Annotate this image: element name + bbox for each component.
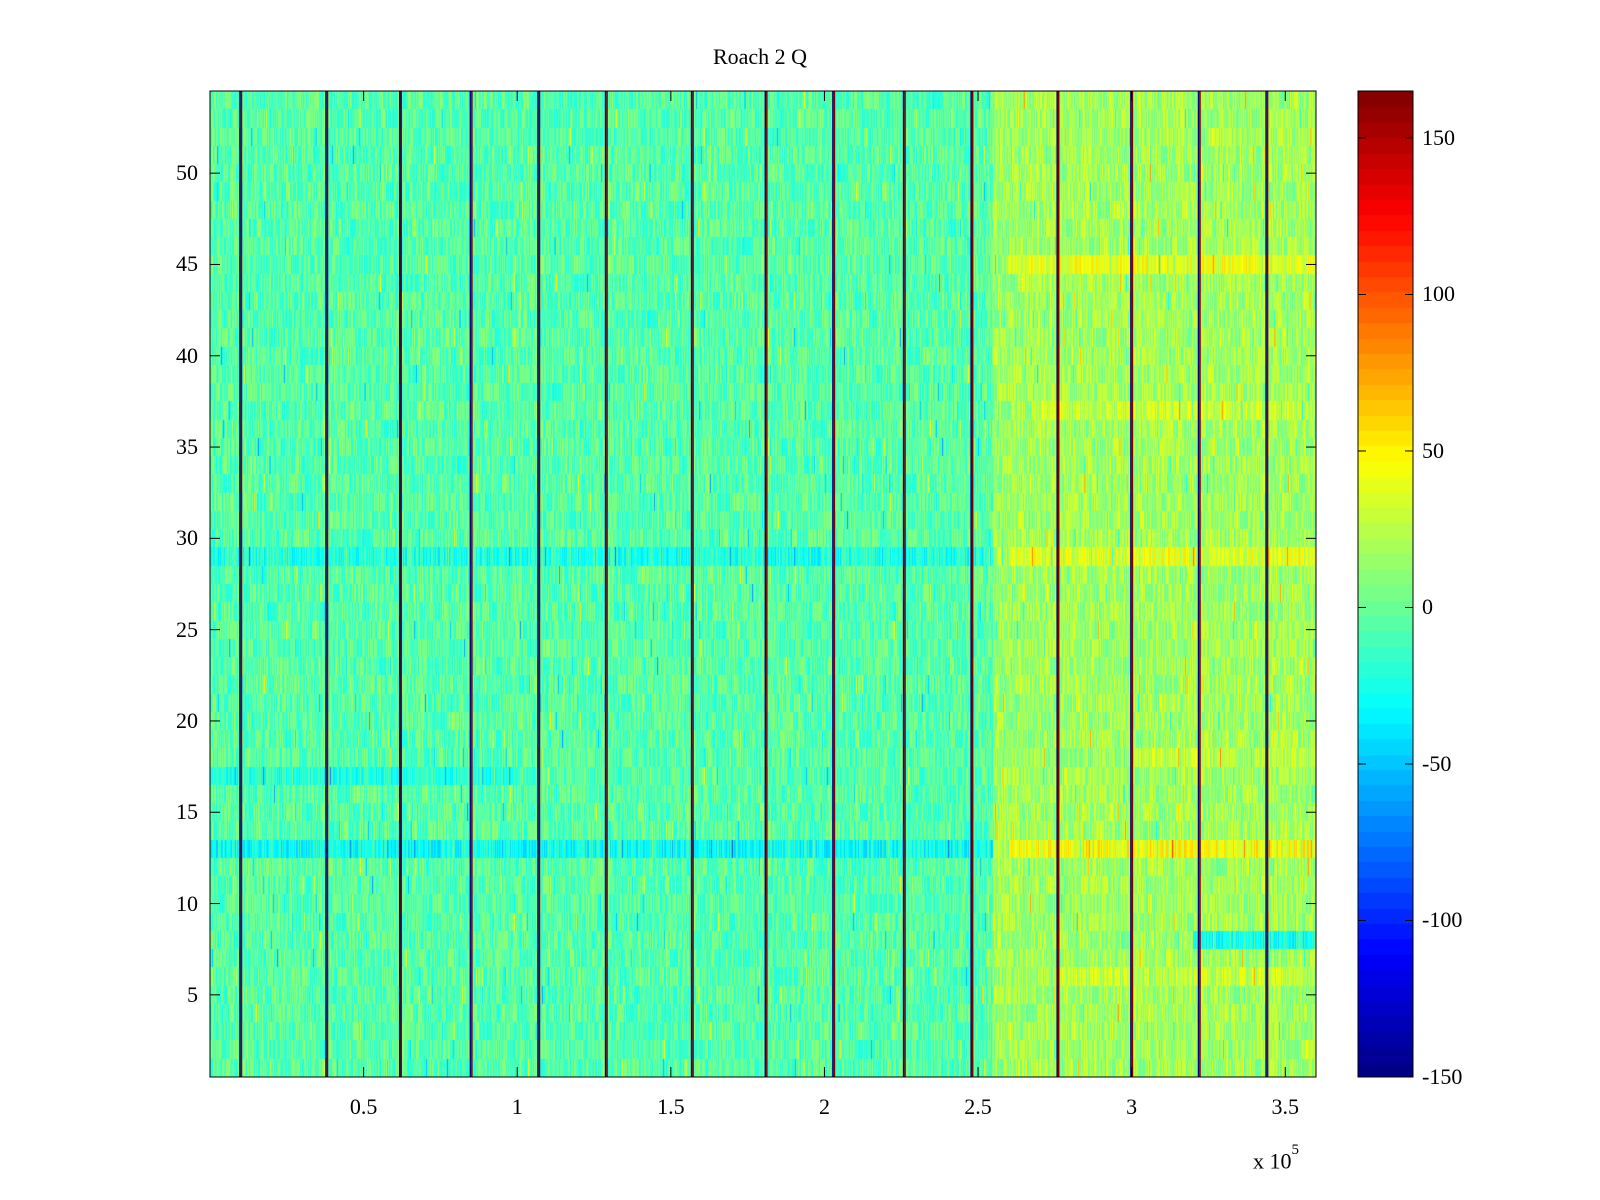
x-tick-label: 1 [511, 1094, 523, 1119]
vertical-stripe-low [690, 91, 693, 1077]
vertical-stripe-high [538, 91, 541, 1077]
vertical-stripe-low [1197, 91, 1200, 1077]
vertical-stripe-low [398, 91, 401, 1077]
y-tick-label: 15 [176, 799, 198, 825]
vertical-stripe-low [1056, 91, 1058, 1077]
x-axis-multiplier: x 105 [1253, 1142, 1299, 1174]
vertical-stripe-low [1265, 91, 1267, 1077]
vertical-stripe-high [766, 91, 768, 1077]
vertical-stripe-low [325, 91, 327, 1077]
vertical-stripe-low [537, 91, 539, 1077]
colorbar [1357, 90, 1414, 1078]
vertical-stripe-low [832, 91, 834, 1077]
y-tick-label: 30 [176, 525, 198, 551]
colorbar-frame [1357, 90, 1414, 1078]
y-tick-label: 45 [176, 251, 198, 277]
y-tick-label: 20 [176, 707, 198, 733]
vertical-stripe-high [471, 91, 473, 1077]
y-tick-label: 40 [176, 342, 198, 368]
colorbar-tick-label: 100 [1422, 281, 1455, 307]
y-tick-label: 50 [176, 160, 198, 186]
colorbar-tick-label: -150 [1422, 1064, 1463, 1089]
vertical-stripe-high [833, 91, 836, 1077]
vertical-stripe-high [904, 91, 906, 1077]
vertical-stripe-low [764, 91, 767, 1077]
vertical-stripe-high [1131, 91, 1134, 1077]
x-tick-label: 3 [1126, 1094, 1138, 1119]
y-tick-label: 35 [176, 434, 198, 460]
vertical-stripe-high [240, 91, 243, 1077]
vertical-stripe-high [1057, 91, 1060, 1077]
x-multiplier-exponent: 5 [1291, 1142, 1300, 1158]
colorbar-tick-label: 0 [1422, 594, 1433, 620]
vertical-stripe-low [469, 91, 472, 1077]
x-tick-label: 3.5 [1271, 1094, 1300, 1119]
x-tick-label: 2 [818, 1094, 830, 1119]
x-tick-label: 1.5 [657, 1094, 685, 1119]
vertical-stripe-low [970, 91, 972, 1077]
y-tick-label: 10 [176, 890, 198, 916]
vertical-stripe-high [1266, 91, 1269, 1077]
plot-axes [209, 90, 1317, 1078]
x-multiplier-base: x 10 [1253, 1148, 1292, 1174]
vertical-stripe-low [239, 91, 241, 1077]
plot-area [209, 90, 1317, 1078]
vertical-stripe-high [1199, 91, 1201, 1077]
vertical-stripe-high [971, 91, 974, 1077]
y-tick-label: 5 [187, 981, 198, 1007]
colorbar-tick-label: 50 [1422, 437, 1444, 463]
vertical-stripe-high [326, 91, 329, 1077]
y-tick-label: 25 [176, 616, 198, 642]
colorbar-tick-label: -100 [1422, 907, 1463, 933]
plot-frame [209, 90, 1317, 1078]
vertical-stripe-high [400, 91, 402, 1077]
vertical-stripe-low [604, 91, 607, 1077]
vertical-stripe-low [1130, 91, 1132, 1077]
vertical-stripe-low [902, 91, 905, 1077]
x-tick-label: 2.5 [964, 1094, 992, 1119]
chart-title: Roach 2 Q [712, 44, 808, 69]
colorbar-gradient [1358, 91, 1413, 1077]
x-tick-label: 0.5 [349, 1094, 378, 1119]
colorbar-tick-label: 150 [1422, 124, 1455, 150]
colorbar-axis [1357, 90, 1414, 1078]
vertical-stripe-high [606, 91, 608, 1077]
vertical-stripe-high [692, 91, 694, 1077]
colorbar-tick-label: -50 [1422, 750, 1452, 776]
